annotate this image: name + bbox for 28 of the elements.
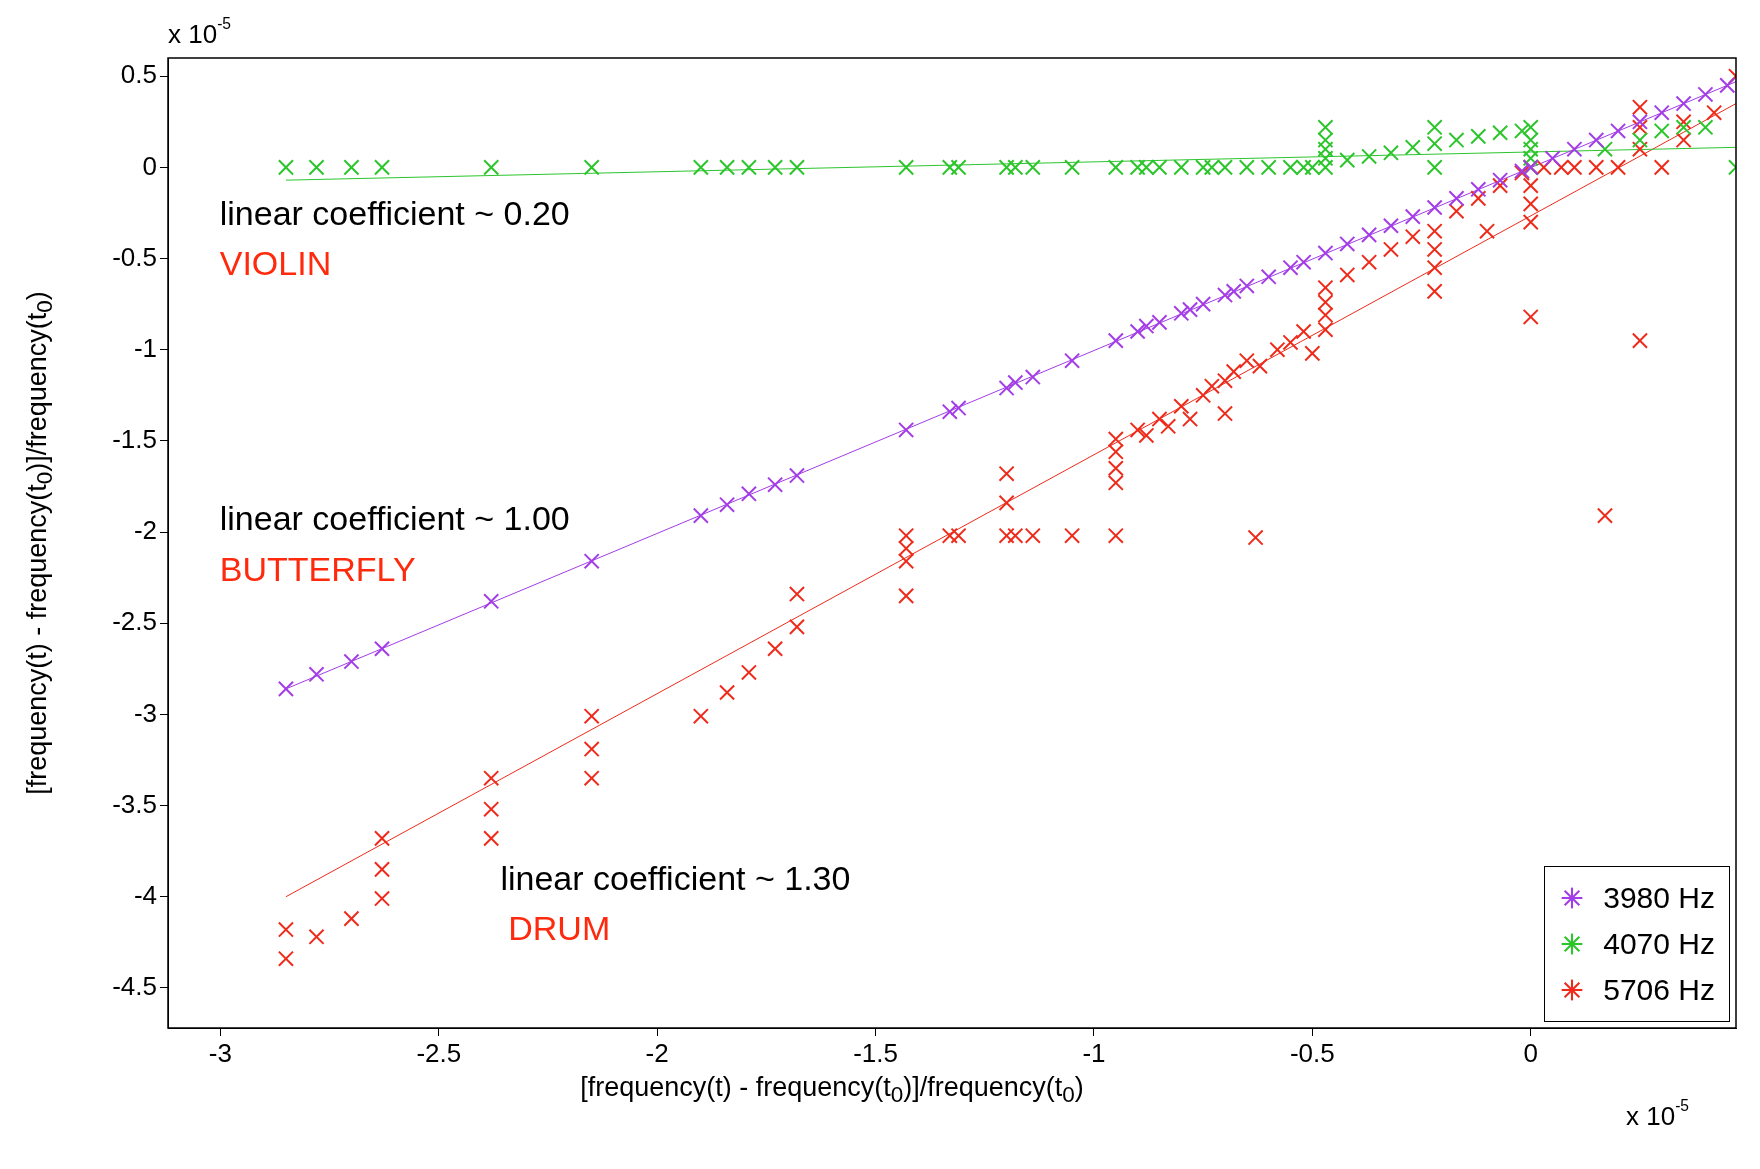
y-tick-label: 0.5	[120, 59, 157, 90]
y-tick-label: -4.5	[112, 971, 157, 1002]
x-tick-label: -2	[645, 1037, 669, 1068]
y-tick-label: -3	[133, 697, 157, 728]
annotation: DRUM	[508, 909, 611, 948]
x-tick-label: -1.5	[853, 1037, 898, 1068]
y-tick-label: -0.5	[112, 241, 157, 272]
x-tick-label: 0	[1523, 1037, 1538, 1068]
x-tick-label: -3	[208, 1037, 232, 1068]
y-tick-label: -2	[133, 515, 157, 546]
annotation: linear coefficient ~ 1.00	[219, 499, 570, 538]
x-tick-label: -1	[1082, 1037, 1106, 1068]
legend-label: 4070 Hz	[1603, 926, 1715, 962]
y-tick-label: -2.5	[112, 606, 157, 637]
x-tick-label: -0.5	[1289, 1037, 1335, 1068]
y-tick-label: -1	[133, 332, 157, 363]
x-axis-title: [frequency(t) - frequency(t$_{0}$)]/frequency(t$_{0}$)	[580, 1072, 1084, 1109]
y-tick-label: 0	[142, 150, 157, 181]
y-tick-label: -4	[133, 879, 157, 910]
x-tick-label: -2.5	[416, 1037, 462, 1068]
annotation: VIOLIN	[219, 243, 332, 282]
annotation: linear coefficient ~ 1.30	[500, 858, 851, 897]
legend-label: 3980 Hz	[1603, 880, 1715, 916]
y-tick-label: -1.5	[112, 424, 157, 455]
annotation: linear coefficient ~ 0.20	[219, 193, 570, 232]
annotation: BUTTERFLY	[219, 550, 416, 589]
y-tick-label: -3.5	[112, 788, 157, 819]
legend-label: 5706 Hz	[1603, 972, 1715, 1008]
